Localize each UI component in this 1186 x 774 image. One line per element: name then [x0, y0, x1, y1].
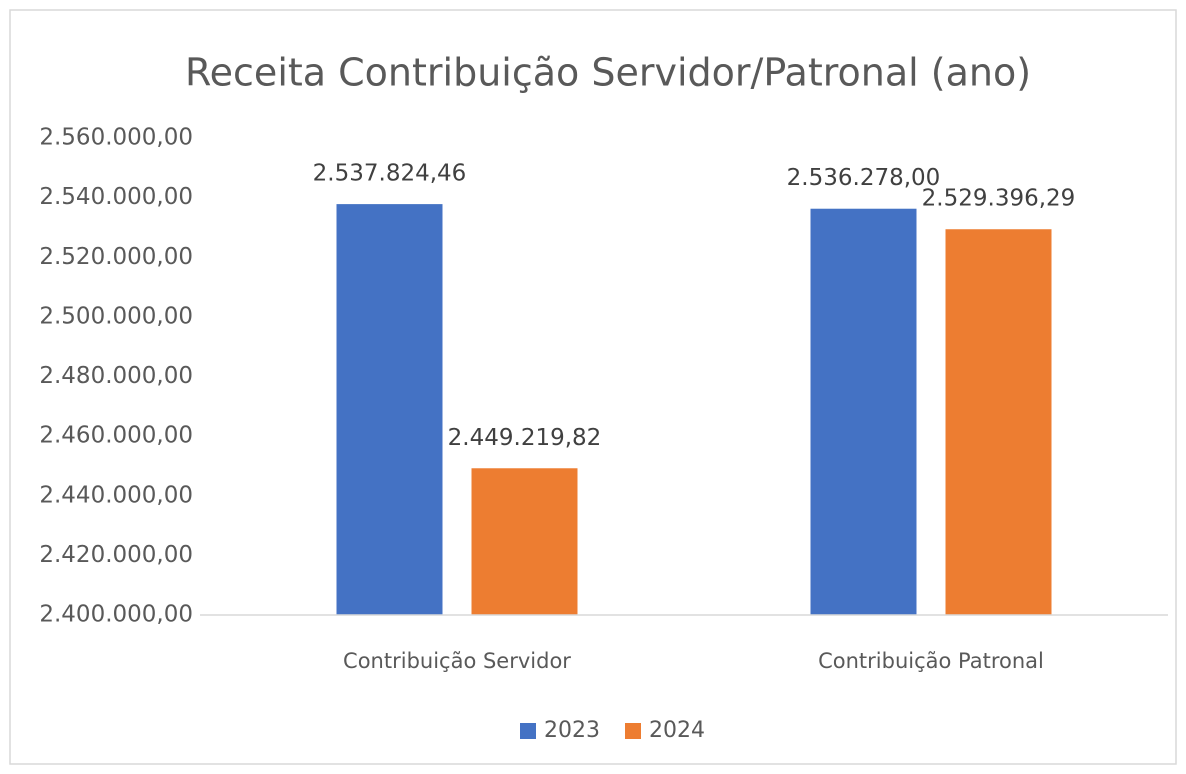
- value-label: 2.536.278,00: [787, 165, 941, 191]
- y-tick-label: 2.400.000,00: [39, 602, 193, 628]
- chart-title: Receita Contribuição Servidor/Patronal (…: [185, 51, 1031, 95]
- x-tick-label: Contribuição Servidor: [343, 649, 571, 673]
- value-label: 2.449.219,82: [448, 425, 602, 451]
- bar: [945, 229, 1052, 615]
- legend-label: 2023: [544, 718, 600, 743]
- y-tick-label: 2.420.000,00: [39, 542, 193, 568]
- y-tick-label: 2.540.000,00: [39, 184, 193, 210]
- y-tick-label: 2.520.000,00: [39, 244, 193, 270]
- y-tick-label: 2.440.000,00: [39, 482, 193, 508]
- legend-swatch: [625, 723, 641, 739]
- bar: [471, 468, 578, 615]
- value-label: 2.529.396,29: [922, 186, 1076, 212]
- legend-swatch: [520, 723, 536, 739]
- value-label: 2.537.824,46: [313, 161, 467, 187]
- y-tick-label: 2.500.000,00: [39, 303, 193, 329]
- y-tick-label: 2.480.000,00: [39, 363, 193, 389]
- y-tick-label: 2.560.000,00: [39, 125, 193, 151]
- bar: [336, 204, 443, 615]
- legend-label: 2024: [649, 718, 705, 743]
- y-tick-label: 2.460.000,00: [39, 423, 193, 449]
- bar: [810, 208, 917, 616]
- x-tick-label: Contribuição Patronal: [818, 649, 1044, 673]
